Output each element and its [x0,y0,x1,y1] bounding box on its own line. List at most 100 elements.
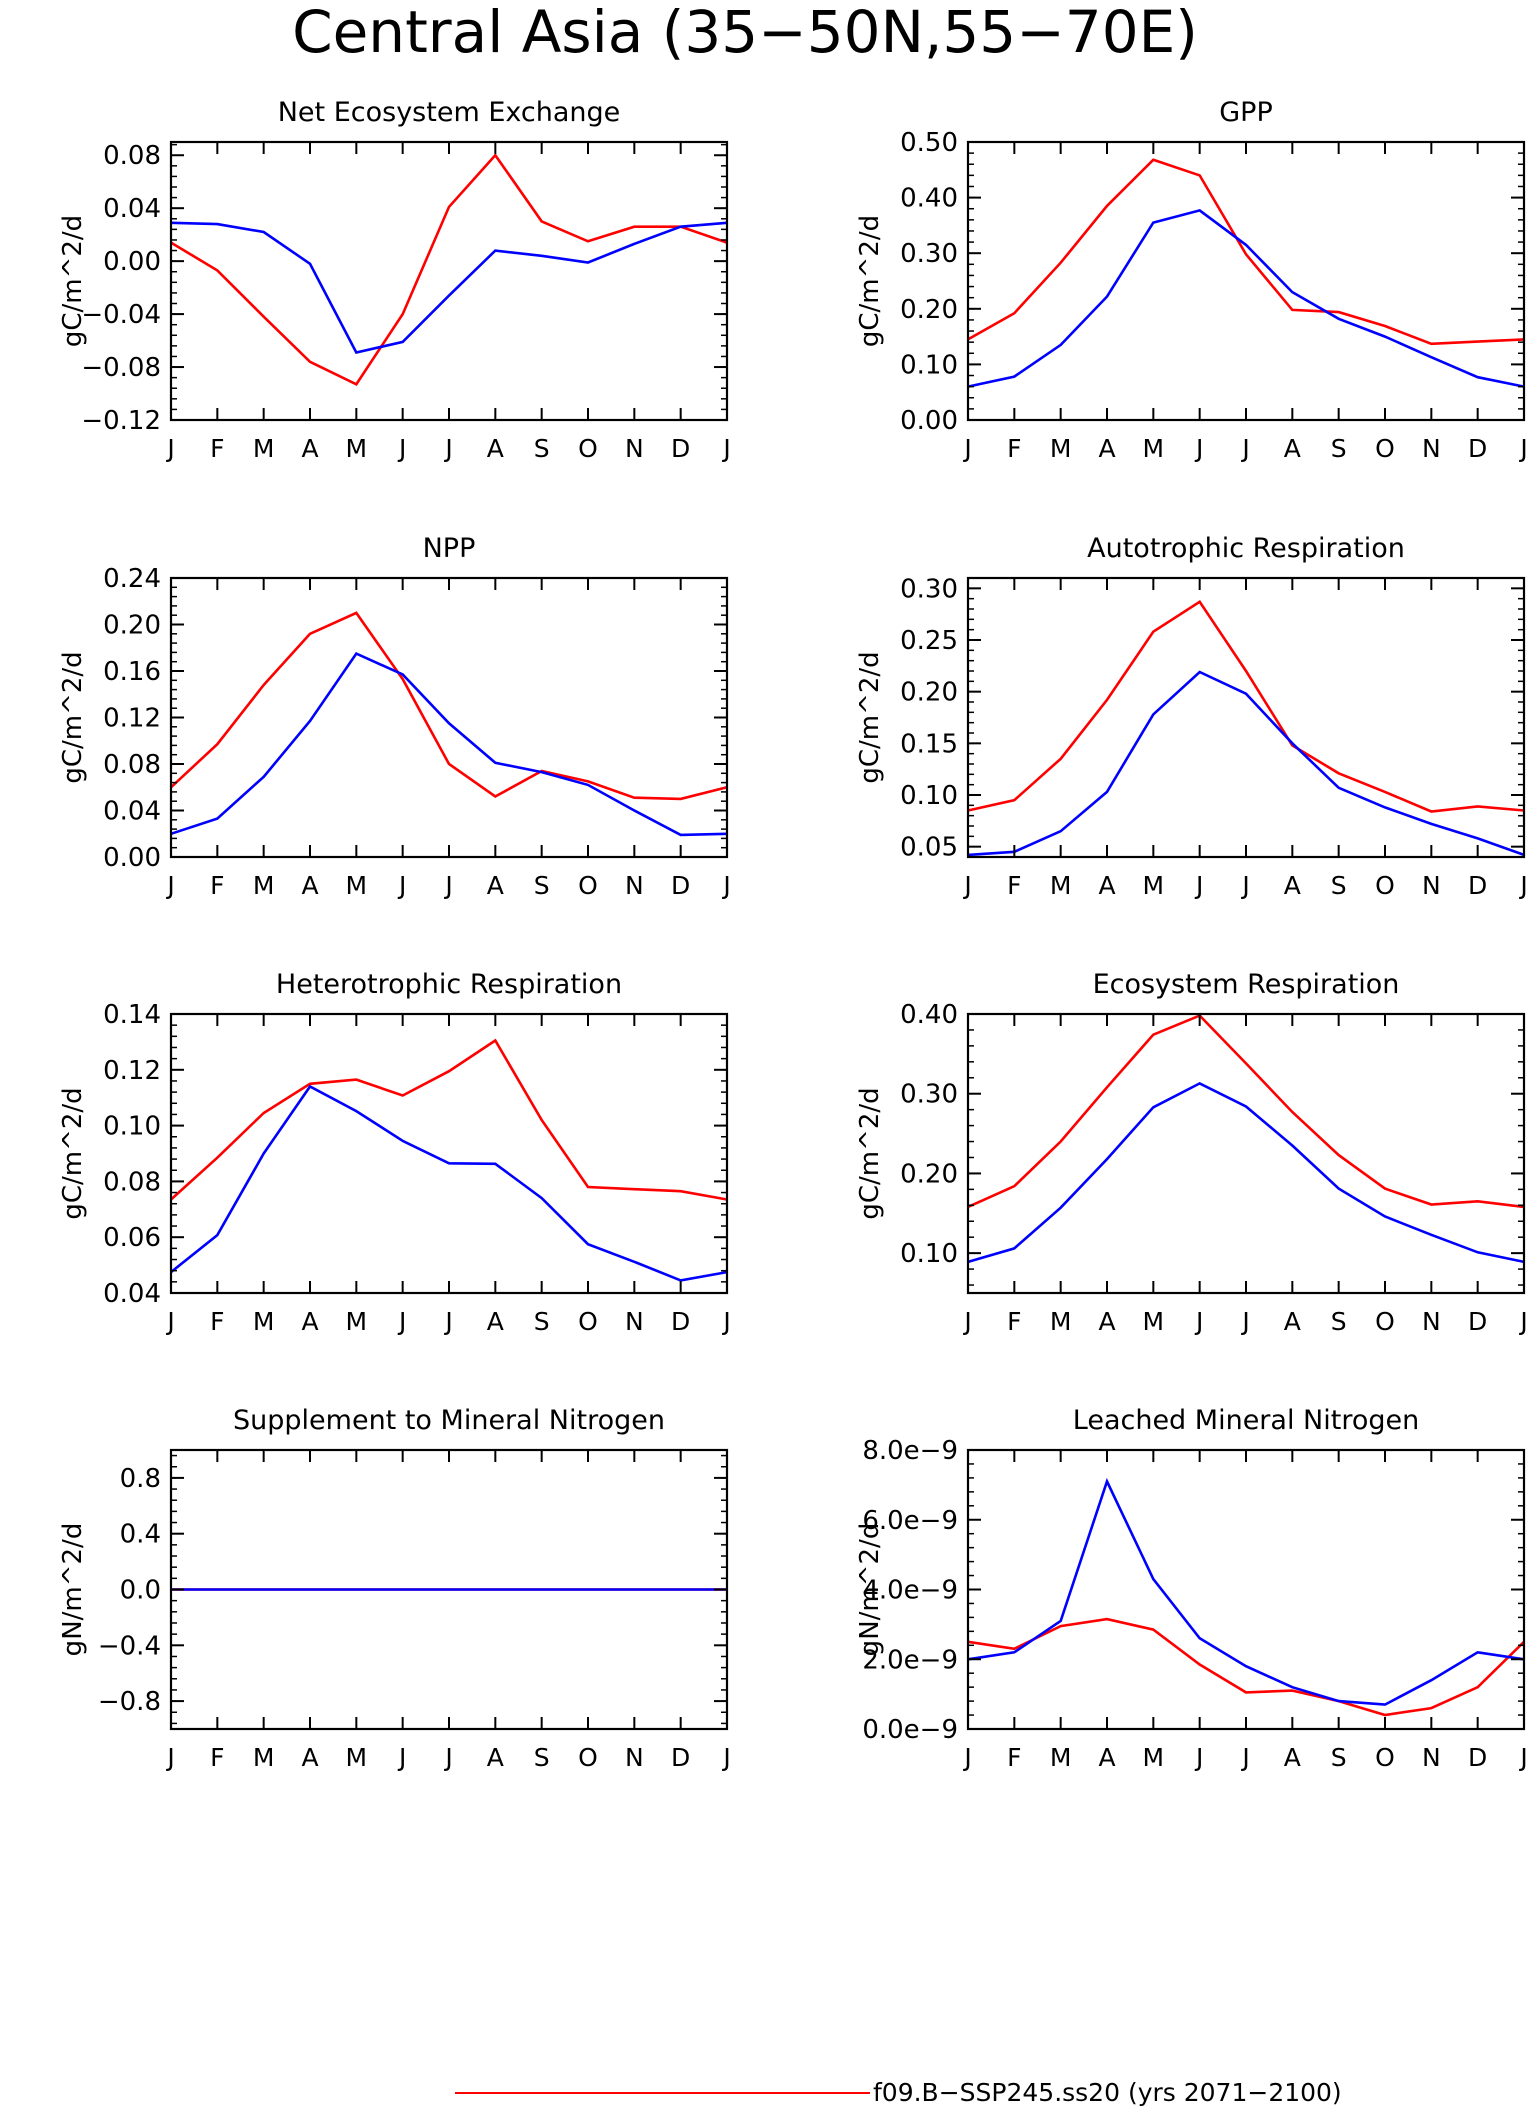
x-tick-label: M [1050,434,1072,463]
x-tick-label: S [534,871,550,900]
x-tick-label: N [625,434,644,463]
y-tick-label: 0.25 [900,626,958,656]
x-tick-label: J [1518,434,1527,463]
x-tick-label: S [1331,871,1347,900]
x-tick-label: N [625,871,644,900]
y-tick-label: 0.04 [103,1279,161,1309]
plot-frame [169,1012,729,1295]
y-axis-label: gN/m^2/d [58,1523,88,1657]
series-line-red [967,1014,1525,1209]
y-tick-label: 0.12 [103,704,161,734]
y-tick-label: 0.4 [120,1520,161,1550]
x-tick-label: J [397,1307,406,1336]
panel-npp: J F M A M J J A S O N D J0.000.040.080.120.160.200.2… [58,533,731,900]
x-tick-label: A [1284,871,1301,900]
panel-supplement-to-mineral-nitrogen: J F M A M J J A S O N D J−0.8−0.40.00.40.8Supplement… [58,1405,731,1772]
legend-label: f09.B−SSP245.ss20 (yrs 2071−2100) [873,2078,1342,2107]
series-line-red [170,1038,728,1201]
legend: f09.B−SSP245.ss20 (yrs 2071−2100) [455,2078,1342,2107]
x-tick-label: J [443,434,452,463]
x-tick-label: A [487,1743,504,1772]
x-tick-label: A [487,434,504,463]
x-tick-label: F [1007,1743,1021,1772]
y-tick-label: 0.05 [900,833,958,863]
plot-frame [966,1012,1526,1295]
x-tick-label: O [578,871,598,900]
y-axis-label: gC/m^2/d [58,1087,88,1219]
x-tick-label: N [1422,434,1441,463]
y-tick-label: 0.00 [103,843,161,873]
x-tick-label: J [1518,871,1527,900]
panel-title: Net Ecosystem Exchange [278,97,621,128]
x-tick-label: J [397,871,406,900]
y-tick-label: 0.08 [103,1167,161,1197]
x-tick-label: J [443,1743,452,1772]
y-tick-label: 0.00 [103,247,161,277]
x-tick-label: J [1240,1307,1249,1336]
y-tick-label: −0.04 [81,300,161,330]
x-tick-label: A [1098,1307,1115,1336]
y-tick-label: 4.0e−9 [862,1576,958,1606]
series-line-red [170,153,728,386]
y-axis-label: gC/m^2/d [855,1087,885,1219]
panel-title: NPP [423,533,476,564]
y-tick-label: 0.20 [900,1159,958,1189]
x-tick-label: O [1375,1307,1395,1336]
x-tick-label: F [210,1307,224,1336]
y-tick-label: 0.40 [900,1000,958,1030]
panel-title: Ecosystem Respiration [1093,969,1400,1000]
x-tick-label: M [346,434,368,463]
x-tick-label: F [210,871,224,900]
x-tick-label: O [578,434,598,463]
y-tick-label: 0.04 [103,797,161,827]
x-tick-label: F [1007,434,1021,463]
x-tick-label: N [625,1307,644,1336]
series-line-blue [967,1477,1525,1706]
panel-title: GPP [1219,97,1273,128]
y-tick-label: 0.06 [103,1223,161,1253]
x-tick-label: J [1240,1743,1249,1772]
x-tick-label: J [165,1743,174,1772]
y-tick-label: 0.10 [900,350,958,380]
x-tick-label: M [1143,1743,1165,1772]
x-tick-label: J [962,434,971,463]
x-tick-label: F [210,434,224,463]
x-tick-label: O [1375,1743,1395,1772]
x-tick-label: J [1518,1307,1527,1336]
y-tick-label: 0.8 [120,1464,161,1494]
x-tick-label: S [1331,1307,1347,1336]
x-tick-label: S [534,1307,550,1336]
y-tick-label: 0.20 [900,295,958,325]
x-tick-label: M [253,871,275,900]
x-tick-label: J [1240,871,1249,900]
x-tick-label: J [1194,871,1203,900]
panel-title: Autotrophic Respiration [1087,533,1405,564]
x-tick-label: M [1050,1743,1072,1772]
y-axis-label: gN/m^2/d [855,1523,885,1657]
x-tick-label: A [301,1743,318,1772]
panel-heterotrophic-respiration: J F M A M J J A S O N D J0.040.060.080.100.120.14Het… [58,969,731,1336]
x-tick-label: S [1331,1743,1347,1772]
x-tick-label: A [301,871,318,900]
x-tick-label: N [625,1743,644,1772]
panels-group: J F M A M J J A S O N D J−0.12−0.08−0.040.000.040.08… [58,97,1528,1772]
panel-leached-mineral-nitrogen: J F M A M J J A S O N D J0.0e−92.0e−94.0e−96.0e−98.0… [855,1405,1528,1772]
x-tick-label: J [443,871,452,900]
x-tick-label: M [253,1307,275,1336]
plot-frame [966,576,1526,859]
series-line-red [967,600,1525,813]
x-tick-label: J [1240,434,1249,463]
y-tick-label: 0.20 [103,611,161,641]
x-tick-label: J [1518,1743,1527,1772]
y-tick-label: −0.8 [98,1687,161,1717]
panel-autotrophic-respiration: J F M A M J J A S O N D J0.050.100.150.200.250.30Aut… [855,533,1528,900]
x-tick-label: O [578,1307,598,1336]
y-tick-label: 0.08 [103,141,161,171]
x-tick-label: M [253,1743,275,1772]
x-tick-label: A [1284,1743,1301,1772]
plot-frame [169,140,729,422]
x-tick-label: F [1007,1307,1021,1336]
series-line-blue [967,208,1525,388]
